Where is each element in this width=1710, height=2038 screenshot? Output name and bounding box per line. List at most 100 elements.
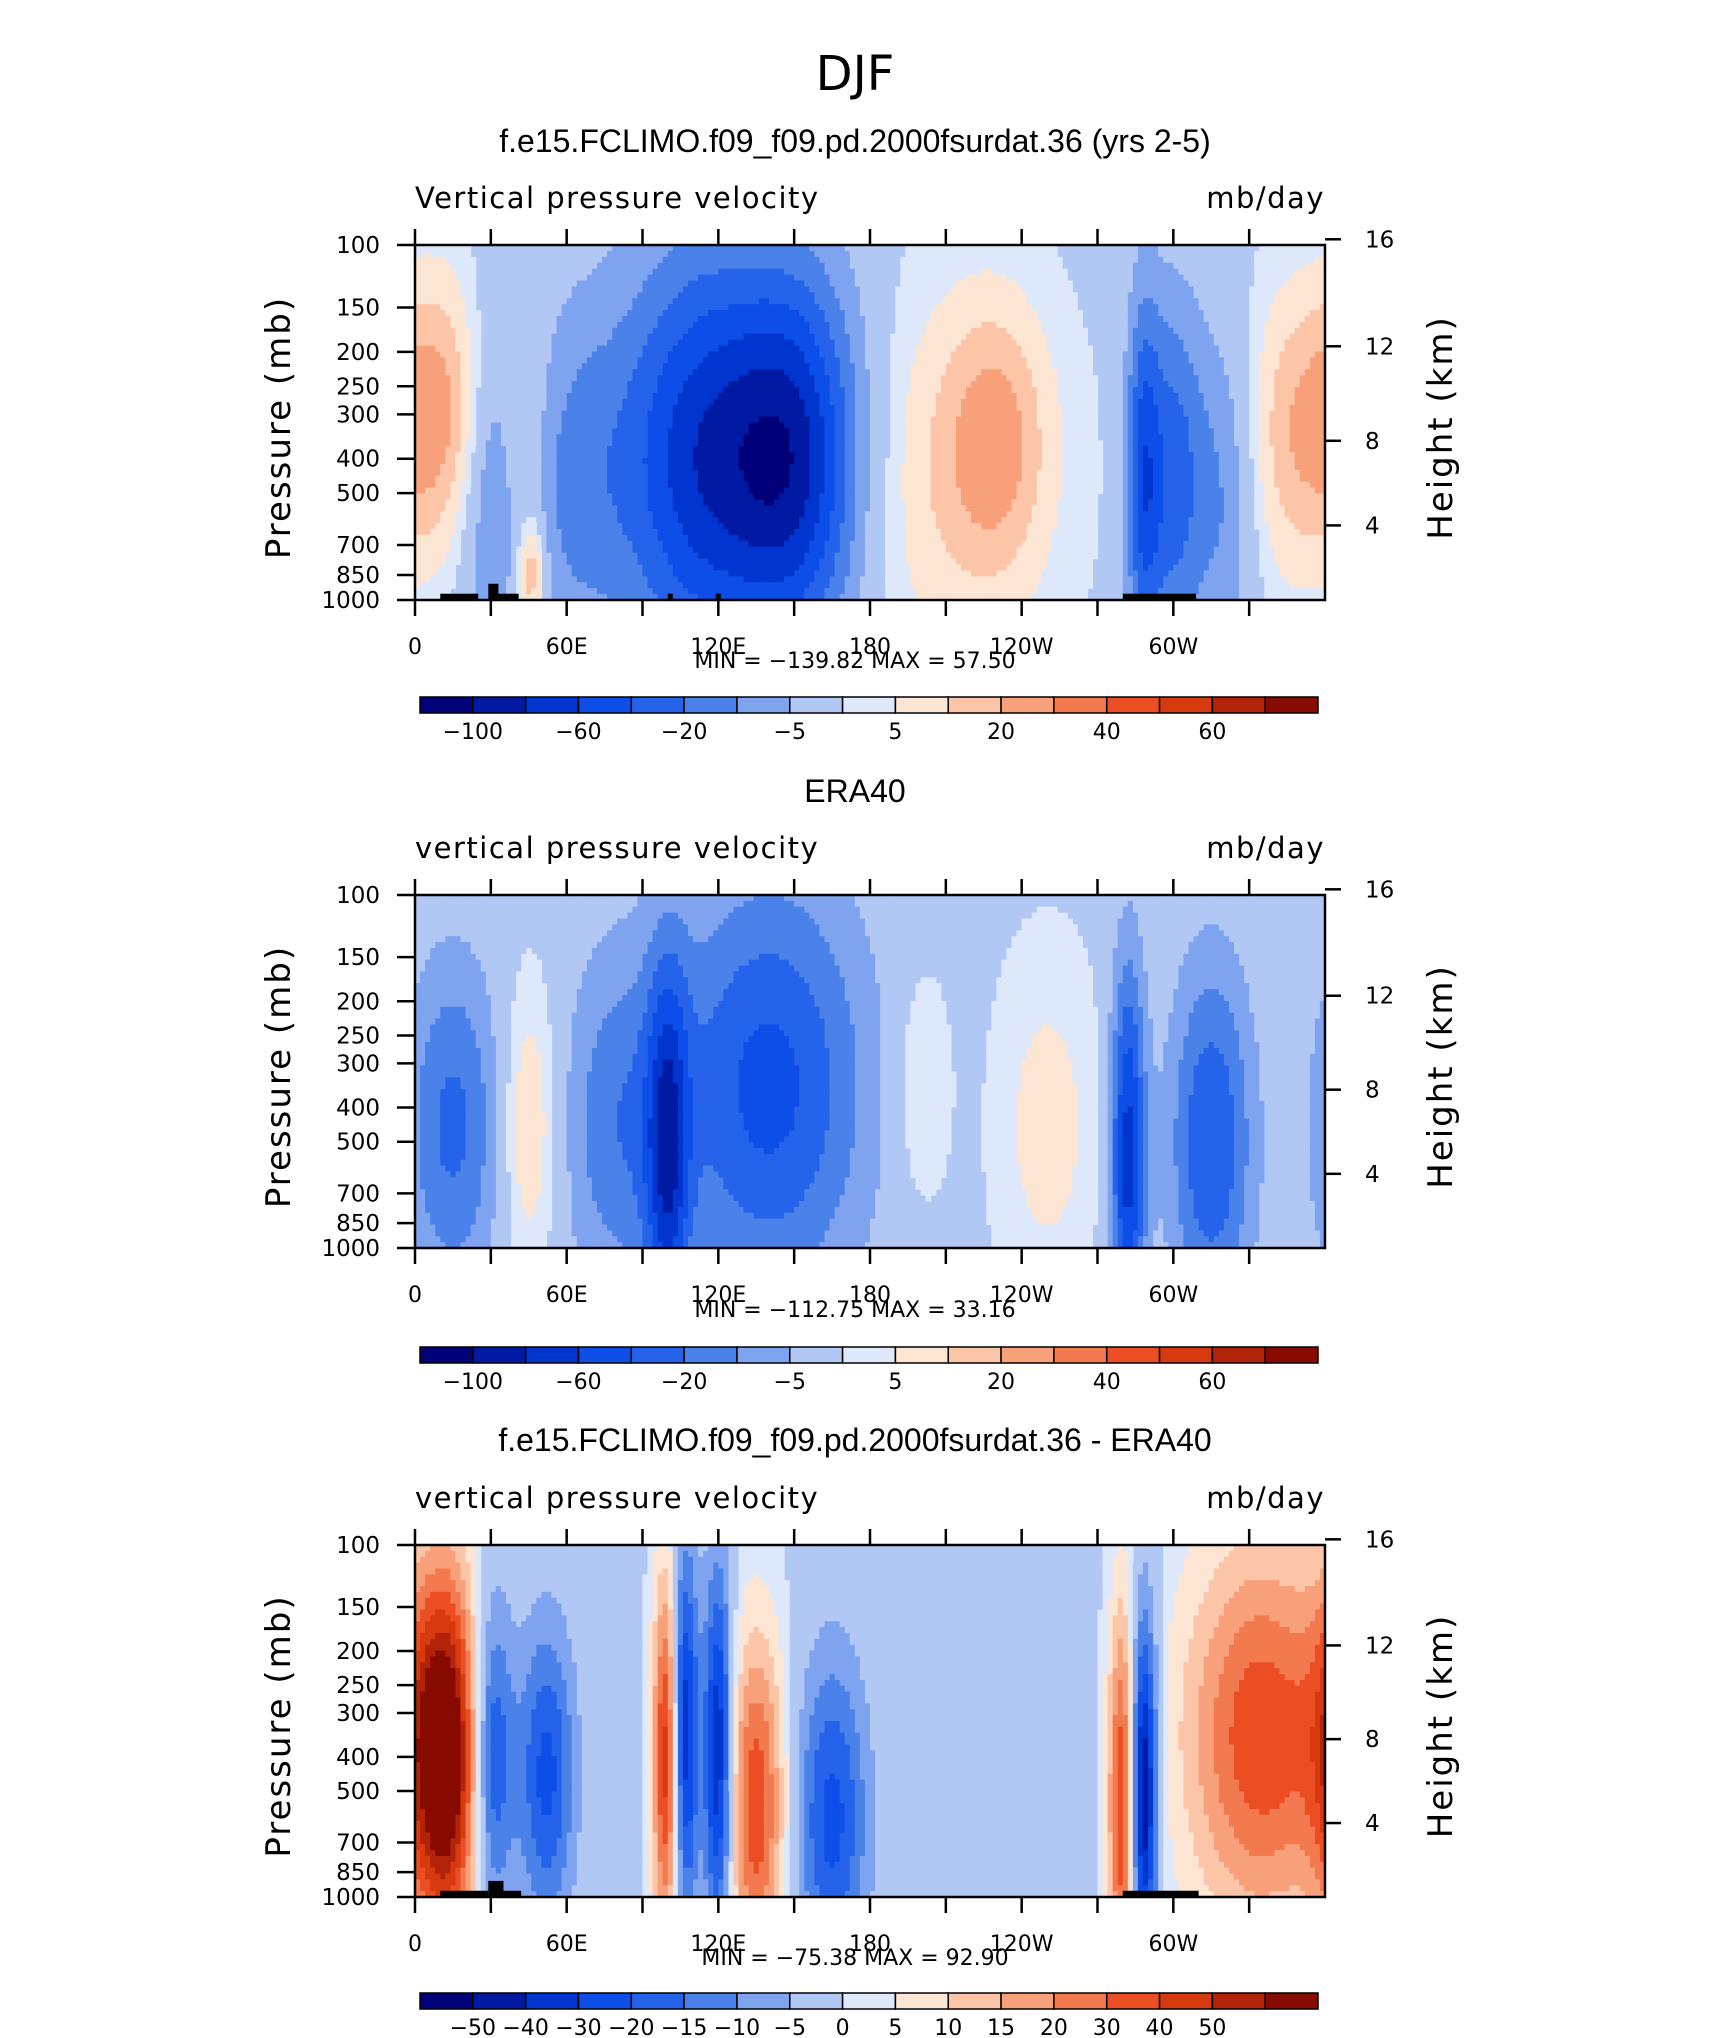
field-cell [794,363,800,370]
field-cell [602,392,608,400]
field-cell [708,410,714,418]
field-cell [950,375,957,382]
field-cell [733,316,740,323]
field-cell [1234,351,1240,359]
field-cell [1193,404,1200,412]
field-cell [1158,357,1164,364]
field-cell [1203,339,1210,347]
field-cell [1228,274,1235,282]
field-cell [571,304,578,311]
field-cell [622,369,628,376]
field-cell [566,369,573,376]
field-cell [571,280,578,288]
field-cell [728,268,735,276]
field-cell [1249,357,1255,364]
field-cell [445,280,451,288]
field-cell [622,363,628,370]
field-cell [536,351,542,359]
field-cell [591,345,598,353]
field-cell [607,369,613,376]
field-cell [1218,416,1225,424]
field-cell [1259,262,1265,270]
field-cell [799,381,805,388]
field-cell [1148,256,1154,264]
field-cell [450,310,457,317]
field-cell [763,316,770,323]
field-cell [591,422,598,430]
field-cell [566,345,573,353]
field-cell [971,345,977,353]
field-cell [1249,292,1255,299]
field-cell [779,404,785,412]
field-cell [490,351,497,359]
field-cell [556,398,563,406]
field-cell [627,333,633,341]
field-cell [682,345,689,353]
field-cell [1203,398,1210,406]
field-cell [445,345,451,353]
field-cell [758,381,765,388]
field-cell [622,416,628,424]
field-cell [1234,422,1240,430]
field-cell [1274,256,1281,264]
field-cell [743,404,750,412]
field-cell [920,310,927,317]
field-cell [1016,363,1023,370]
field-cell [1117,369,1124,376]
field-cell [1213,333,1220,341]
field-cell [682,310,689,317]
field-cell [986,333,992,341]
field-cell [586,298,593,305]
field-cell [915,327,922,335]
field-cell [1132,286,1139,293]
field-cell [789,310,795,317]
field-cell [688,304,694,311]
field-cell [581,268,588,276]
field-cell [672,369,679,376]
field-cell [1006,416,1013,424]
field-cell [602,375,608,382]
field-cell [713,375,719,382]
field-cell [829,369,836,376]
field-cell [738,339,745,347]
field-cell [758,333,765,341]
field-cell [839,375,846,382]
field-cell [612,339,618,347]
field-cell [1218,310,1225,317]
field-cell [733,404,740,412]
field-cell [693,298,699,305]
field-cell [1072,310,1078,317]
field-cell [1046,339,1053,347]
field-cell [784,327,790,335]
field-cell [723,286,730,293]
field-cell [1041,298,1048,305]
field-cell [425,351,431,359]
field-cell [986,351,992,359]
field-cell [470,392,477,400]
field-cell [688,357,694,364]
field-cell [779,375,785,382]
field-cell [1173,351,1179,359]
field-cell [708,351,714,359]
field-cell [1208,286,1215,293]
field-cell [1052,268,1058,276]
field-cell [996,369,1003,376]
field-cell [495,274,502,282]
field-cell [955,292,962,299]
field-cell [460,404,467,412]
field-cell [693,392,699,400]
field-cell [1239,422,1245,430]
field-cell [662,381,669,388]
field-cell [662,363,669,370]
field-cell [733,250,740,258]
field-cell [996,321,1003,329]
field-cell [1052,310,1058,317]
field-cell [576,357,583,364]
field-cell [485,333,492,341]
field-cell [1264,387,1270,394]
field-cell [440,298,446,305]
field-cell [1279,404,1286,412]
field-cell [1234,404,1240,412]
field-cell [1203,245,1210,252]
field-cell [839,339,846,347]
